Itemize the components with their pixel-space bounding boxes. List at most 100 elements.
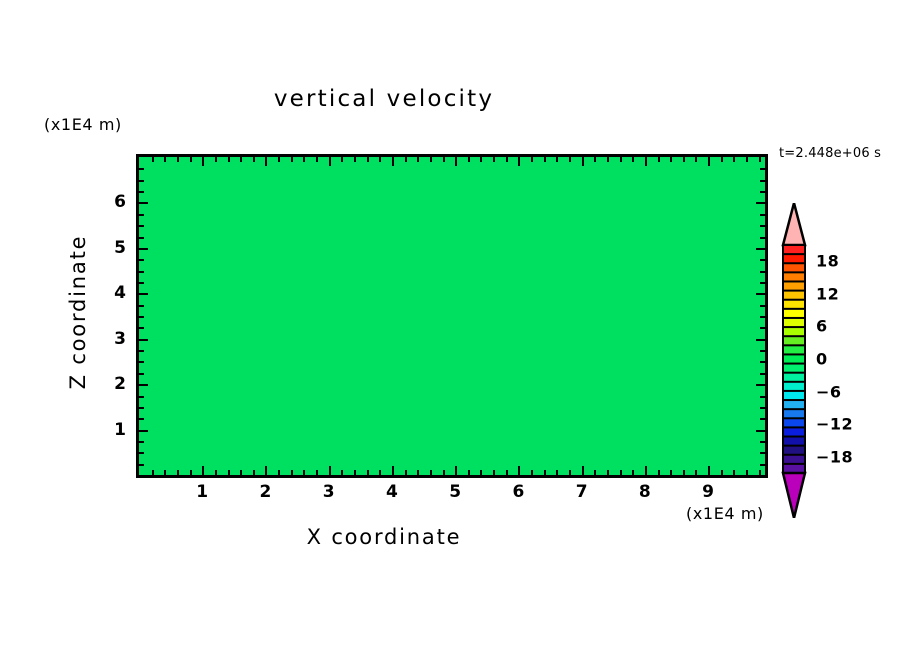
contour-plot-area [136,154,768,478]
axis-tick [468,157,470,162]
axis-tick [544,470,546,475]
axis-tick [756,293,765,295]
axis-tick [139,327,144,329]
axis-tick [760,168,765,170]
x-axis-title: X coordinate [306,525,462,549]
axis-tick [443,157,445,162]
axis-tick [164,470,166,475]
axis-tick [139,407,144,409]
x-tick-label-3: 3 [322,482,335,502]
colorbar-band-6 [782,298,806,311]
axis-tick [708,157,710,166]
axis-tick [607,157,609,162]
axis-tick [253,157,255,162]
axis-tick [291,157,293,162]
z-tick-label-1: 1 [114,419,126,440]
axis-tick [683,157,685,162]
axis-tick [139,214,144,216]
axis-tick [756,339,765,341]
axis-tick [759,470,761,475]
axis-tick [303,470,305,475]
colorbar-band-11 [782,344,806,356]
axis-tick [721,470,723,475]
axis-tick [760,327,765,329]
colorbar-band-14 [782,371,806,384]
axis-tick [760,282,765,284]
axis-tick [240,470,242,475]
z-tick-label-5: 5 [114,237,126,258]
z-tick-label-6: 6 [114,192,126,213]
axis-tick [620,470,622,475]
axis-tick [645,157,647,166]
axis-tick [544,157,546,162]
axis-tick [760,271,765,273]
axis-tick [379,470,381,475]
axis-tick [480,470,482,475]
x-tick-label-5: 5 [449,482,462,502]
axis-tick [756,384,765,386]
axis-tick [215,157,217,162]
axis-tick [468,470,470,475]
x-tick-label-9: 9 [702,482,714,502]
colorbar-band-21 [782,435,806,448]
time-stamp-annotation: t=2.448e+06 s [779,146,882,161]
axis-tick [760,316,765,318]
axis-tick [190,470,192,475]
z-axis-unit-label: (x1E4 m) [44,115,122,134]
colorbar-label-12: 12 [816,284,840,304]
axis-tick [430,157,432,162]
axis-tick [139,282,144,284]
axis-tick [139,452,144,454]
axis-tick [518,157,520,166]
axis-tick [240,157,242,162]
colorbar-band-4 [782,280,806,293]
colorbar-band-17 [782,399,806,411]
colorbar-band-22 [782,444,806,457]
colorbar-band-5 [782,289,806,302]
axis-tick [152,470,154,475]
axis-tick [670,157,672,162]
axis-tick [215,470,217,475]
axis-tick [746,157,748,162]
axis-tick [417,157,419,162]
axis-tick [632,157,634,162]
colorbar-band-9 [782,326,806,338]
axis-tick [316,470,318,475]
axis-tick [152,157,154,162]
axis-tick [760,191,765,193]
colorbar-band-8 [782,316,806,329]
colorbar-band-7 [782,307,806,320]
axis-tick [658,470,660,475]
axis-tick [556,470,558,475]
axis-tick [760,180,765,182]
colorbar-under-arrow [781,471,807,518]
colorbar-band-16 [782,389,806,402]
axis-tick [139,293,148,295]
colorbar-label--18: −18 [816,447,854,467]
axis-tick [582,157,584,166]
axis-tick [760,361,765,363]
axis-tick [139,464,144,466]
axis-tick [645,466,647,475]
z-tick-label-4: 4 [114,283,126,304]
axis-tick [139,168,144,170]
axis-tick [594,157,596,162]
colorbar-label--12: −12 [816,414,854,434]
axis-tick [760,214,765,216]
axis-tick [139,259,144,261]
colorbar [781,203,807,518]
axis-tick [760,225,765,227]
colorbar-band-12 [782,353,806,365]
axis-tick [760,464,765,466]
axis-tick [139,350,144,352]
axis-tick [760,350,765,352]
axis-tick [405,157,407,162]
x-tick-label-4: 4 [386,482,398,502]
colorbar-label-6: 6 [816,316,828,336]
axis-tick [139,202,148,204]
axis-tick [556,157,558,162]
axis-tick [202,466,204,475]
colorbar-band-3 [782,271,806,283]
axis-tick [493,470,495,475]
axis-tick [506,470,508,475]
